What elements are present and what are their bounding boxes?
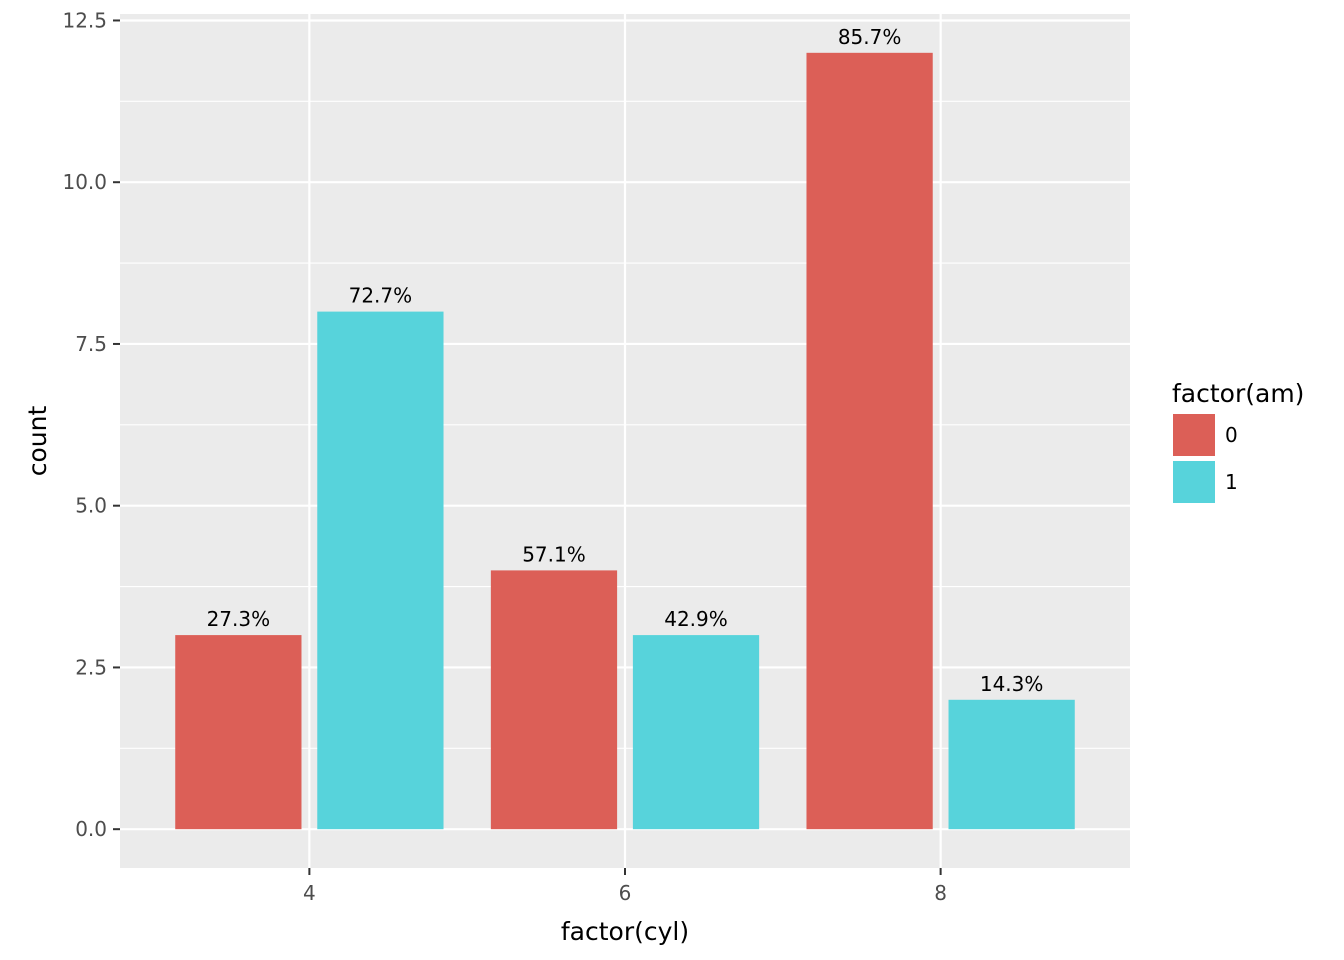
bar-data-label: 85.7% <box>838 25 902 49</box>
bar-data-label: 72.7% <box>349 284 413 308</box>
bar <box>175 635 302 830</box>
y-axis: 0.0 2.5 5.0 7.5 10.0 12.5 <box>62 8 120 841</box>
bars <box>175 52 1075 830</box>
legend-label: 1 <box>1225 470 1238 494</box>
legend: factor(am) 0 1 <box>1172 379 1304 503</box>
y-tick-label: 10.0 <box>62 170 107 194</box>
legend-title: factor(am) <box>1172 379 1304 408</box>
legend-label: 0 <box>1225 423 1238 447</box>
bar <box>948 699 1075 830</box>
legend-key <box>1173 461 1215 503</box>
y-tick-label: 7.5 <box>75 332 107 356</box>
legend-key <box>1173 414 1215 456</box>
major-gridlines <box>120 14 1130 868</box>
y-tick-label: 0.0 <box>75 817 107 841</box>
bar-data-label: 27.3% <box>207 607 271 631</box>
bar-data-label: 57.1% <box>522 542 586 566</box>
bar-data-label: 14.3% <box>980 672 1044 696</box>
bar <box>632 635 760 830</box>
y-axis-title: count <box>23 406 52 477</box>
y-tick-label: 12.5 <box>62 8 107 32</box>
x-tick-label: 6 <box>619 881 632 905</box>
y-tick-label: 5.0 <box>75 494 107 518</box>
bar <box>806 52 933 830</box>
bar-labels: 27.3% 72.7% 57.1% 42.9% 85.7% 14.3% <box>207 25 1044 696</box>
x-axis: 4 6 8 <box>303 868 947 905</box>
x-tick-label: 4 <box>303 881 316 905</box>
bar <box>490 570 618 830</box>
x-tick-label: 8 <box>934 881 947 905</box>
x-axis-title: factor(cyl) <box>561 917 689 946</box>
bar <box>317 311 444 830</box>
y-tick-label: 2.5 <box>75 655 107 679</box>
bar-data-label: 42.9% <box>664 607 728 631</box>
